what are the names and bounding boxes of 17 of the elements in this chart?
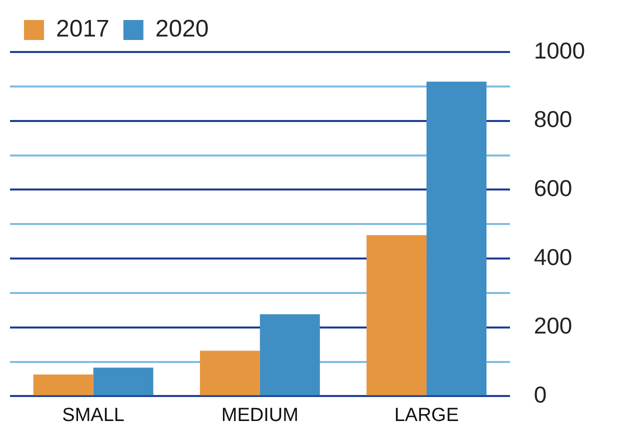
y-tick-label: 800: [534, 106, 572, 132]
x-tick-label: MEDIUM: [221, 404, 298, 426]
y-tick-label: 0: [534, 382, 547, 408]
bar: [200, 350, 260, 396]
y-tick-label: 600: [534, 175, 572, 202]
x-tick-label: SMALL: [62, 404, 124, 426]
y-tick-label: 400: [534, 244, 572, 270]
bar: [93, 368, 154, 396]
bar: [426, 82, 487, 396]
y-tick-label: 1000: [534, 37, 586, 64]
bar: [260, 314, 320, 396]
bar: [366, 235, 427, 396]
x-tick-label: LARGE: [394, 404, 459, 426]
legend-label: 2017: [56, 16, 110, 43]
y-tick-label: 200: [534, 312, 572, 339]
bar: [33, 374, 94, 396]
legend-label: 2020: [155, 16, 209, 43]
